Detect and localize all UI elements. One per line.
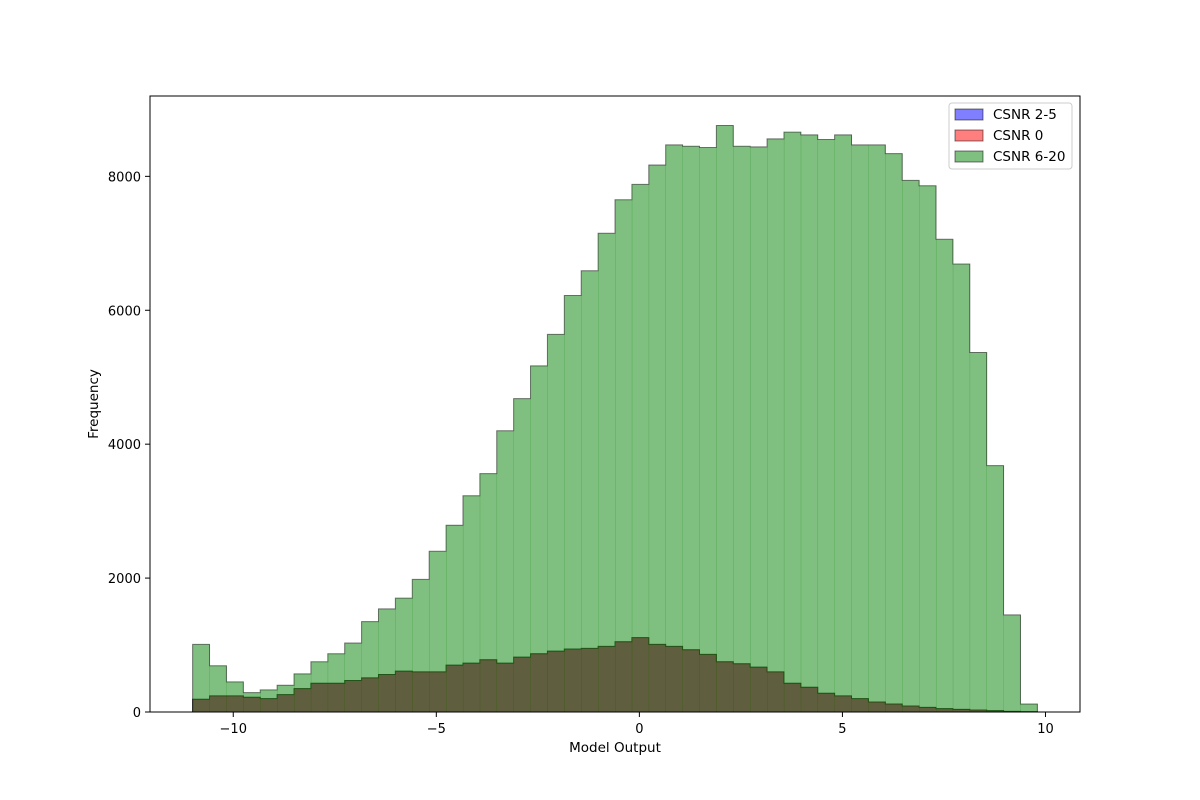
bar-csnr-6-20-20: [530, 365, 548, 712]
bar-csnr-6-20-25: [615, 199, 633, 713]
bar-csnr-6-20-33: [750, 146, 768, 712]
bar-csnr-6-20-14: [429, 551, 447, 712]
bar-csnr-6-20-1: [209, 665, 227, 712]
series-csnr-6-20: [192, 124, 1038, 713]
bar-csnr-6-20-45: [952, 264, 971, 712]
bar-csnr-6-20-31: [716, 125, 734, 712]
y-tick-label: 4000: [108, 438, 141, 453]
bar-csnr-6-20-34: [767, 138, 785, 712]
bar-csnr-6-20-36: [800, 134, 819, 712]
bar-csnr-6-20-48: [1003, 614, 1021, 712]
bar-csnr-6-20-9: [344, 643, 362, 712]
x-tick-label: 5: [838, 722, 846, 737]
bar-csnr-6-20-8: [327, 653, 345, 712]
bar-csnr-6-20-15: [446, 525, 464, 712]
x-tick-label: 0: [635, 722, 643, 737]
bar-csnr-6-20-28: [665, 144, 683, 712]
legend-swatch-csnr-0: [954, 129, 984, 142]
bar-csnr-6-20-19: [513, 398, 531, 712]
bar-csnr-6-20-27: [648, 164, 666, 712]
legend-label-csnr-6-20: CSNR 6-20: [993, 149, 1065, 165]
bar-csnr-6-20-22: [564, 295, 582, 712]
bar-csnr-6-20-13: [412, 579, 430, 712]
bar-csnr-6-20-16: [462, 495, 481, 712]
y-axis-label: Frequency: [86, 369, 102, 439]
outline-csnr-6-20: [192, 124, 1038, 712]
bar-csnr-6-20-38: [834, 134, 852, 712]
bar-csnr-6-20-40: [868, 144, 886, 712]
bar-csnr-6-20-49: [1020, 703, 1038, 712]
bar-csnr-6-20-10: [361, 621, 379, 712]
bar-csnr-6-20-3: [243, 692, 261, 712]
legend-swatch-csnr-2-5: [954, 108, 984, 121]
y-tick-label: 6000: [108, 304, 141, 319]
x-tick-label: 10: [1037, 722, 1054, 737]
bar-csnr-6-20-12: [395, 598, 413, 712]
bar-csnr-6-20-35: [783, 132, 802, 713]
bar-csnr-6-20-5: [277, 685, 295, 712]
legend-label-csnr-0: CSNR 0: [993, 128, 1043, 144]
x-axis-label: Model Output: [569, 740, 661, 756]
bar-csnr-6-20-32: [733, 146, 751, 712]
plot-area: [192, 124, 1038, 713]
bar-csnr-6-20-23: [581, 270, 599, 712]
legend: CSNR 2-5 CSNR 0 CSNR 6-20: [948, 102, 1073, 170]
legend-swatch-csnr-6-20: [954, 150, 984, 163]
y-tick-label: 0: [133, 706, 141, 721]
axes-frame: [149, 95, 1081, 713]
bar-csnr-6-20-46: [969, 352, 987, 712]
bar-csnr-6-20-18: [496, 430, 514, 712]
x-tick-label: −10: [220, 722, 247, 737]
bar-csnr-6-20-21: [547, 334, 565, 712]
bar-csnr-6-20-37: [817, 139, 835, 713]
bar-csnr-6-20-29: [682, 146, 700, 712]
y-tick-label: 2000: [108, 572, 141, 587]
bar-csnr-6-20-42: [902, 180, 920, 712]
bar-csnr-6-20-44: [935, 239, 954, 712]
bar-csnr-6-20-2: [226, 681, 244, 712]
bar-csnr-6-20-6: [294, 673, 312, 712]
bar-csnr-6-20-4: [260, 689, 278, 712]
bar-csnr-6-20-47: [986, 465, 1004, 712]
y-tick-label: 8000: [108, 170, 141, 185]
bar-csnr-6-20-17: [479, 473, 498, 712]
bar-csnr-6-20-7: [310, 661, 329, 712]
y-axis-ticks: 0 2000 4000 6000 8000: [108, 170, 150, 721]
bar-csnr-6-20-26: [631, 184, 650, 712]
bar-csnr-6-20-30: [699, 147, 717, 712]
x-axis-ticks: −10 −5 0 5 10: [220, 712, 1054, 737]
bar-csnr-6-20-11: [378, 608, 396, 712]
bar-csnr-6-20-41: [885, 153, 903, 712]
legend-label-csnr-2-5: CSNR 2-5: [993, 107, 1057, 123]
bar-csnr-6-20-24: [598, 233, 616, 712]
bar-csnr-6-20-43: [919, 185, 937, 712]
x-tick-label: −5: [427, 722, 446, 737]
bar-csnr-6-20-0: [192, 644, 210, 712]
bar-csnr-6-20-39: [851, 144, 869, 712]
